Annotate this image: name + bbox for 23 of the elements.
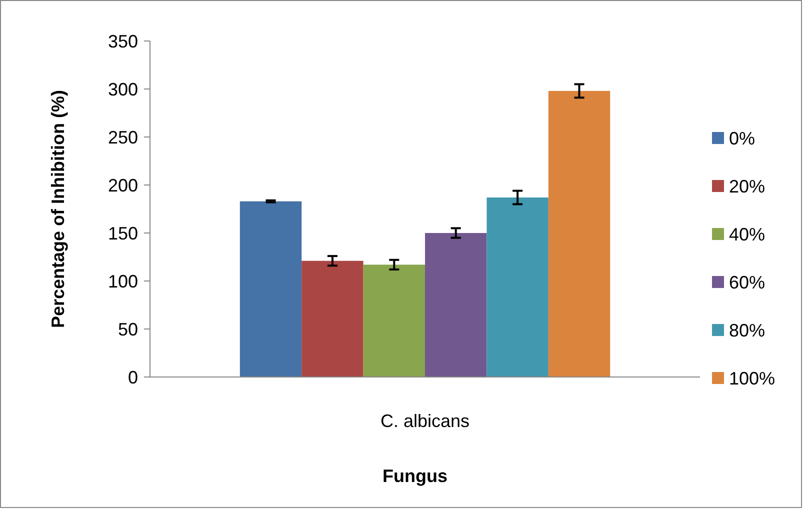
y-tick-label: 50 — [118, 319, 138, 340]
y-tick-label: 350 — [108, 31, 138, 52]
legend-label: 20% — [729, 176, 766, 196]
bar — [486, 197, 548, 377]
legend-label: 60% — [729, 272, 766, 292]
bar — [240, 201, 302, 377]
bar — [425, 233, 487, 377]
y-tick-label: 150 — [108, 223, 138, 244]
bar — [548, 90, 610, 377]
y-tick-label: 100 — [108, 271, 138, 292]
legend-label: 100% — [729, 368, 776, 388]
y-tick-label: 200 — [108, 175, 138, 196]
y-tick-label: 300 — [108, 79, 138, 100]
legend-label: 0% — [729, 128, 756, 148]
legend-label: 80% — [729, 320, 766, 340]
y-axis-title: Percentage of Inhibition (%) — [48, 90, 68, 328]
bar — [363, 264, 425, 377]
bar — [302, 260, 364, 377]
y-tick-label: 0 — [128, 367, 138, 388]
y-tick-label: 250 — [108, 127, 138, 148]
x-axis-title: Fungus — [382, 466, 448, 486]
legend-label: 40% — [729, 224, 766, 244]
x-tick-label: C. albicans — [380, 411, 470, 431]
